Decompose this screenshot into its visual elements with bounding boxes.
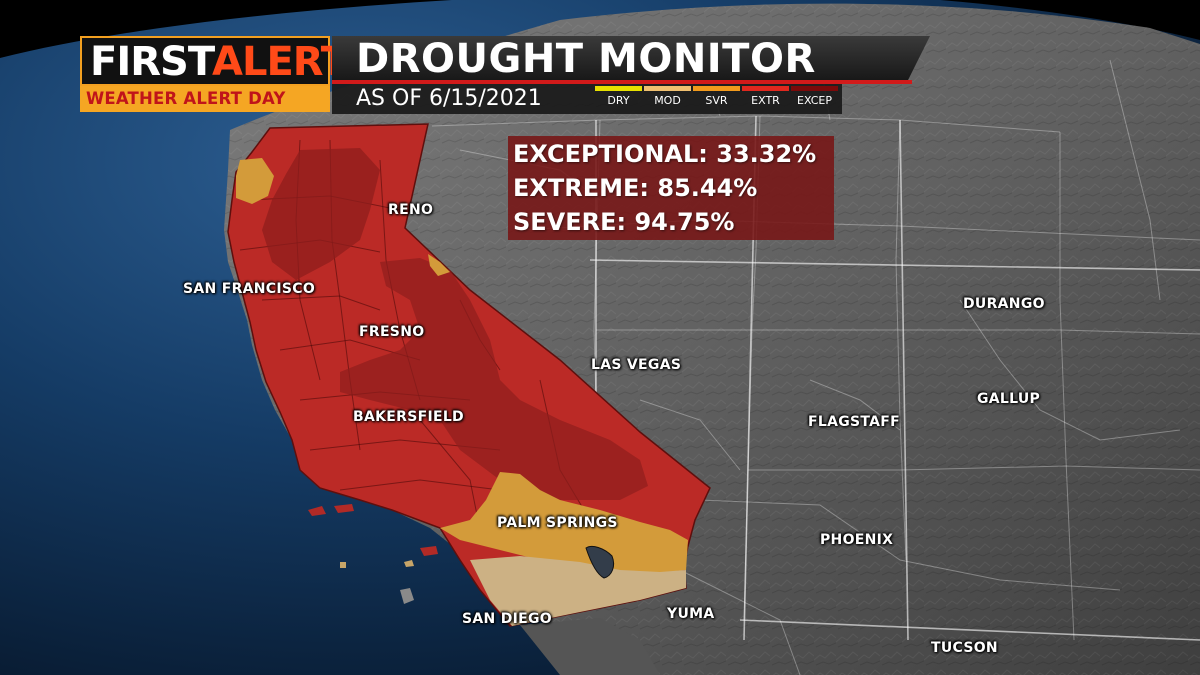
california-exceptional-central [340,258,648,500]
city-label-reno: RENO [388,202,434,218]
california-moderate-south [470,556,686,626]
city-label-tucson: TUCSON [931,640,998,656]
logo-subtitle: WEATHER ALERT DAY [86,89,286,108]
date-label: AS OF 6/15/2021 [356,86,542,111]
city-label-bakersfield: BAKERSFIELD [353,409,464,425]
city-label-gallup: GALLUP [977,391,1041,407]
california-exceptional-north [262,148,380,280]
legend-label-mod: MOD [654,94,681,107]
legend-item-dry: DRY [594,86,643,112]
city-label-fresno: FRESNO [359,324,425,340]
legend-item-extr: EXTR [741,86,790,112]
page-title: DROUGHT MONITOR [356,36,816,82]
city-label-las-vegas: LAS VEGAS [591,357,682,373]
california-severe-south [440,472,688,575]
channel-islands [308,504,438,604]
legend-swatch-dry [595,86,642,91]
first-alert-logo: FIRST ALERT WEATHER ALERT DAY [80,36,348,112]
stat-extreme: EXTREME: 85.44% [513,174,758,202]
legend-label-svr: SVR [705,94,728,107]
city-label-san-francisco: SAN FRANCISCO [183,281,316,297]
legend-swatch-excep [791,86,838,91]
logo-alert-text: ALERT [212,39,348,85]
logo-bottom-box: WEATHER ALERT DAY [80,86,330,112]
stat-severe: SEVERE: 94.75% [513,208,735,236]
legend-label-dry: DRY [607,94,630,107]
city-label-flagstaff: FLAGSTAFF [808,414,901,430]
salton-sea [585,545,615,579]
california-severe-east-sliver [428,254,450,276]
california-severe-north-coast [236,158,274,204]
baja-land [520,618,660,675]
logo-top-box: FIRST ALERT [80,36,348,86]
city-label-durango: DURANGO [963,296,1045,312]
title-accent-line [332,80,912,84]
city-label-yuma: YUMA [667,606,715,622]
city-label-palm-springs: PALM SPRINGS [497,515,618,531]
legend-item-mod: MOD [643,86,692,112]
city-label-phoenix: PHOENIX [820,532,894,548]
logo-first-text: FIRST [90,39,215,85]
title-band [332,36,930,84]
legend-swatch-svr [693,86,740,91]
drought-legend: DRY MOD SVR EXTR EXCEP [594,86,840,112]
drought-stats-box: EXCEPTIONAL: 33.32% EXTREME: 85.44% SEVE… [508,136,834,240]
legend-label-excep: EXCEP [797,94,832,107]
city-label-san-diego: SAN DIEGO [462,611,552,627]
legend-swatch-mod [644,86,691,91]
legend-label-extr: EXTR [751,94,780,107]
legend-swatch-extr [742,86,789,91]
stat-exceptional: EXCEPTIONAL: 33.32% [513,140,817,168]
legend-item-svr: SVR [692,86,741,112]
legend-item-excep: EXCEP [790,86,839,112]
